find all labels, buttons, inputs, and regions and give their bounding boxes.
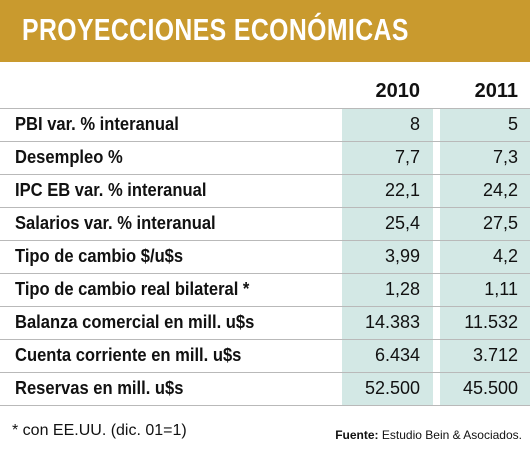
- row-separator: [0, 207, 530, 208]
- row-label: IPC EB var. % interanual: [15, 180, 207, 200]
- row-label: Reservas en mill. u$s: [15, 378, 184, 398]
- cell-value: 52.500: [364, 378, 420, 398]
- row-label: Balanza comercial en mill. u$s: [15, 312, 255, 332]
- row-label: Desempleo %: [15, 147, 123, 167]
- cell-value: 24,2: [482, 180, 518, 200]
- row-label: Salarios var. % interanual: [15, 213, 216, 233]
- row-label: Tipo de cambio real bilateral *: [15, 279, 250, 299]
- cell-value: 7,7: [394, 147, 420, 167]
- cell-value: 45.500: [462, 378, 518, 398]
- title-bar: PROYECCIONES ECONÓMICAS: [0, 0, 530, 62]
- cell-value: 22,1: [384, 180, 420, 200]
- cell-value: 25,4: [384, 213, 420, 233]
- column-background: [440, 108, 530, 405]
- row-separator: [0, 405, 530, 406]
- cell-value: 27,5: [482, 213, 518, 233]
- row-separator: [0, 141, 530, 142]
- row-separator: [0, 339, 530, 340]
- cell-value: 14.383: [364, 312, 420, 332]
- row-separator: [0, 306, 530, 307]
- row-label: Tipo de cambio $/u$s: [15, 246, 184, 266]
- source-label: Fuente:: [335, 428, 379, 442]
- row-label: PBI var. % interanual: [15, 114, 179, 134]
- column-header: 2010: [375, 80, 421, 102]
- cell-value: 1,11: [484, 279, 518, 299]
- row-separator: [0, 372, 530, 373]
- cell-value: 5: [507, 114, 518, 134]
- footnote: * con EE.UU. (dic. 01=1): [12, 422, 187, 439]
- cell-value: 3.712: [472, 345, 518, 365]
- row-label: Cuenta corriente en mill. u$s: [15, 345, 242, 365]
- cell-value: 1,28: [384, 279, 420, 299]
- row-separator: [0, 240, 530, 241]
- cell-value: 6.434: [374, 345, 420, 365]
- row-separator: [0, 174, 530, 175]
- row-separator: [0, 108, 530, 109]
- source: Fuente: Estudio Bein & Asociados.: [335, 428, 522, 442]
- source-text: Estudio Bein & Asociados.: [381, 428, 522, 442]
- cell-value: 3,99: [384, 246, 420, 266]
- cell-value: 4,2: [492, 246, 518, 266]
- column-background: [342, 108, 433, 405]
- row-separator: [0, 273, 530, 274]
- cell-value: 8: [409, 114, 420, 134]
- cell-value: 7,3: [492, 147, 518, 167]
- cell-value: 11.532: [464, 312, 518, 332]
- column-header: 2011: [474, 80, 518, 102]
- title: PROYECCIONES ECONÓMICAS: [22, 12, 409, 47]
